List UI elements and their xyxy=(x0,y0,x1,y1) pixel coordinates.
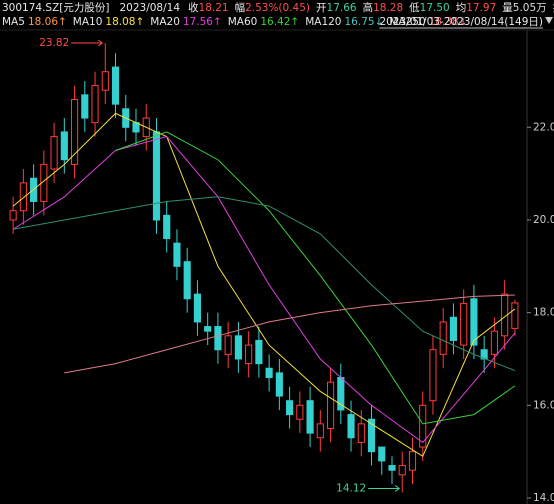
ma-value: 18.38↓ xyxy=(429,16,468,28)
y-tick-label: 18.0 xyxy=(533,307,554,319)
y-tick-label: 16.0 xyxy=(533,399,554,411)
candle-body xyxy=(419,404,427,448)
candle-body xyxy=(367,418,376,453)
candle-body xyxy=(234,335,242,360)
item-value: 17.97 xyxy=(466,2,496,14)
candle-body xyxy=(388,465,396,471)
ma-line xyxy=(12,136,516,444)
y-tick-label: 14.0 xyxy=(533,492,554,504)
candle-body xyxy=(214,326,222,351)
item-label: 开 xyxy=(316,2,327,14)
candle-body xyxy=(306,400,314,434)
candle-body xyxy=(286,400,294,416)
candle-body xyxy=(398,465,406,476)
candle-body xyxy=(91,85,99,124)
candle-body xyxy=(337,377,345,411)
item-value: 18.28 xyxy=(373,2,403,14)
candle-body xyxy=(296,404,304,420)
candle-body xyxy=(255,339,263,365)
y-tick-label: 20.0 xyxy=(533,214,554,226)
candle-body xyxy=(275,372,283,397)
low-arrow xyxy=(368,485,401,492)
candle-body xyxy=(9,210,17,221)
ma-line xyxy=(12,112,516,458)
candle-body xyxy=(19,182,27,212)
candle-body xyxy=(408,451,417,471)
candle-body xyxy=(163,214,171,240)
ma-line xyxy=(64,294,515,374)
candle-body xyxy=(316,423,324,439)
candle-body xyxy=(347,414,355,439)
candle-body xyxy=(111,66,120,105)
candle-body xyxy=(480,349,488,360)
date-range: 2023/01/03-2023/08/14(149日) xyxy=(379,16,543,28)
candle-body xyxy=(429,349,437,402)
candle-body xyxy=(60,131,68,161)
candle-body xyxy=(378,446,386,462)
candle-body xyxy=(490,330,498,355)
ma-name: MA250 xyxy=(389,16,425,28)
ma-value: 17.56↑ xyxy=(183,16,222,28)
candle-body xyxy=(439,321,447,355)
candle-body xyxy=(81,94,89,119)
candle-body xyxy=(204,326,212,332)
item-label: 换 xyxy=(553,1,554,14)
ma-value: 16.75↓ xyxy=(345,16,384,28)
y-tick-label: 22.0 xyxy=(533,121,554,133)
item-label: 量 xyxy=(502,2,513,14)
candle-body xyxy=(265,367,273,379)
item-value: 2.53%(0.45) xyxy=(245,2,310,14)
candle-body xyxy=(40,163,48,202)
ma-name: MA5 xyxy=(2,16,25,28)
stock-code: 300174.SZ[元力股份] xyxy=(2,1,109,14)
ma-value: 16.42↑ xyxy=(260,16,299,28)
candle-body xyxy=(173,242,181,267)
item-value: 17.50 xyxy=(420,2,450,14)
candle-body xyxy=(70,99,79,165)
high-arrow xyxy=(71,39,104,47)
item-label: 低 xyxy=(409,1,420,14)
high-annotation: 23.82 xyxy=(39,37,69,49)
item-label: 收 xyxy=(188,1,199,14)
candle-body xyxy=(470,298,478,346)
item-label: 幅 xyxy=(235,1,246,14)
ma-name: MA10 xyxy=(73,16,103,28)
candle-body xyxy=(449,316,458,341)
ma-value: 18.06↑ xyxy=(28,16,67,28)
candle-body xyxy=(152,131,161,221)
candle-body xyxy=(357,423,365,443)
candle-body xyxy=(193,293,202,323)
ma-line xyxy=(115,131,516,425)
low-annotation: 14.12 xyxy=(336,482,366,494)
candle-body xyxy=(101,71,109,91)
dropdown-icon[interactable] xyxy=(545,17,553,24)
candle-body xyxy=(511,302,519,329)
item-label: 高 xyxy=(363,1,374,14)
ma-name: MA120 xyxy=(305,16,341,28)
item-label: 均 xyxy=(456,2,467,14)
candle-body xyxy=(183,261,191,300)
date: 2023/08/14 xyxy=(119,2,180,14)
item-value: 5.05万 xyxy=(513,2,547,14)
ma-line xyxy=(13,196,516,372)
ma-value: 18.08↑ xyxy=(105,16,144,28)
ma-name: MA20 xyxy=(150,16,180,28)
item-value: 17.66 xyxy=(327,2,357,14)
candle-body xyxy=(460,302,468,346)
candle-body xyxy=(326,381,335,429)
item-value: 18.21 xyxy=(199,2,229,14)
ma-name: MA60 xyxy=(228,16,258,28)
candle-body xyxy=(245,344,253,365)
candle-body xyxy=(50,136,58,170)
candle-body xyxy=(224,335,232,355)
